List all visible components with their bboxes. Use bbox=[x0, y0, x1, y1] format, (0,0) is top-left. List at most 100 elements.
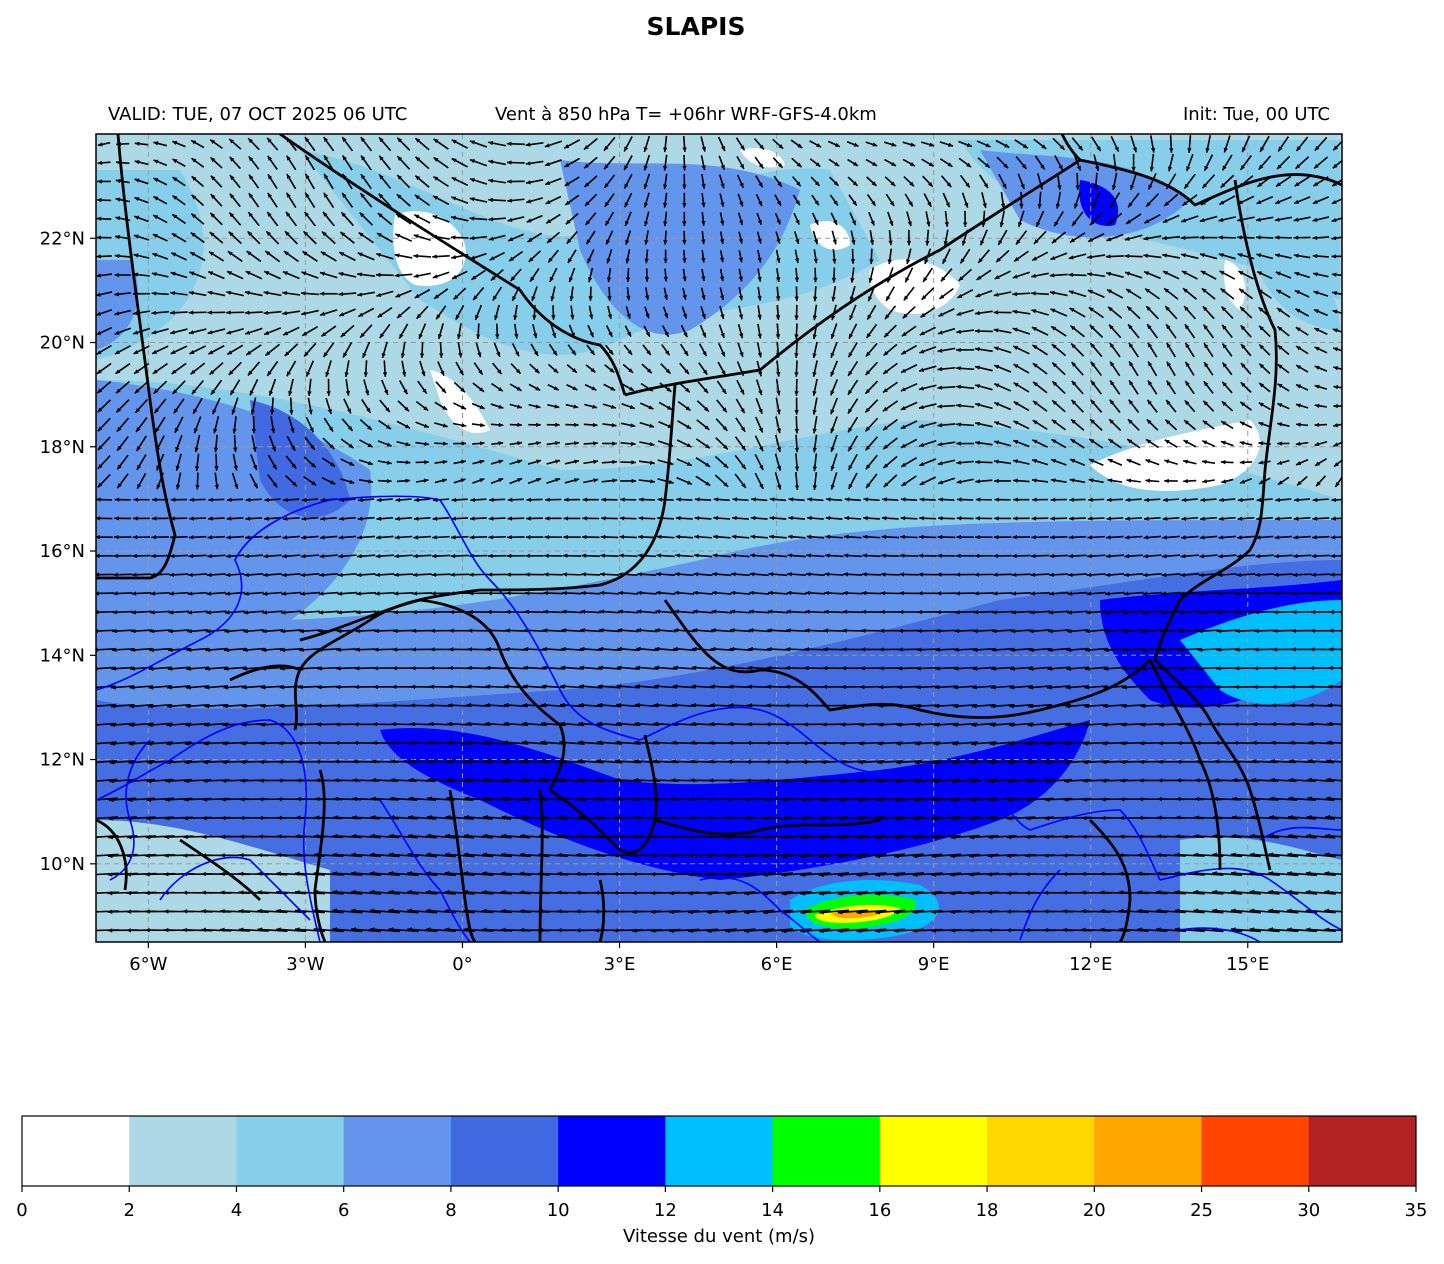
wind-vector-head bbox=[544, 143, 550, 148]
wind-vector-head bbox=[900, 534, 905, 540]
wind-vector-head bbox=[410, 703, 415, 708]
wind-vector-head bbox=[467, 647, 473, 652]
wind-vector-head bbox=[304, 211, 310, 217]
wind-vector-head bbox=[316, 722, 321, 727]
wind-vector-head bbox=[675, 553, 680, 558]
wind-vector-head bbox=[975, 384, 981, 389]
wind-vector-head bbox=[993, 310, 999, 315]
wind-vector-head bbox=[896, 741, 901, 746]
wind-vector-head bbox=[933, 779, 938, 784]
wind-vector-head bbox=[416, 313, 422, 319]
wind-vector-head bbox=[830, 390, 835, 396]
wind-vector-head bbox=[634, 702, 640, 708]
wind-vector-head bbox=[1201, 288, 1207, 293]
wind-vector-head bbox=[711, 628, 716, 633]
wind-vector-head bbox=[224, 629, 230, 634]
wind-vector-head bbox=[1110, 202, 1115, 208]
wind-vector-head bbox=[937, 553, 942, 558]
wind-vector-head bbox=[306, 371, 311, 377]
wind-vector-head bbox=[1125, 516, 1130, 521]
wind-vector-head bbox=[175, 465, 180, 471]
wind-vector-head bbox=[1092, 203, 1097, 209]
wind-vector-head bbox=[1031, 478, 1037, 483]
wind-vector-head bbox=[1140, 703, 1145, 709]
wind-vector-head bbox=[1293, 516, 1299, 521]
wind-vector-head bbox=[784, 703, 790, 708]
wind-vector-head bbox=[815, 162, 821, 167]
wind-vector-head bbox=[507, 179, 512, 184]
wind-vector-head bbox=[992, 591, 998, 596]
wind-vector-head bbox=[870, 220, 875, 226]
wind-vector-head bbox=[397, 313, 402, 319]
wind-vector-head bbox=[768, 572, 774, 577]
wind-vector-head bbox=[759, 483, 764, 489]
wind-vector-head bbox=[693, 572, 699, 577]
wind-vector-head bbox=[153, 141, 159, 146]
wind-vector-head bbox=[588, 296, 593, 301]
wind-vector-head bbox=[830, 371, 835, 377]
wind-vector-head bbox=[1274, 553, 1279, 559]
wind-vector-head bbox=[155, 427, 160, 433]
wind-vector-head bbox=[710, 665, 716, 670]
wind-vector-head bbox=[1090, 399, 1096, 405]
wind-vector-head bbox=[812, 371, 817, 377]
wind-vector-head bbox=[282, 310, 288, 316]
wind-vector-head bbox=[1051, 238, 1057, 244]
wind-vector-head bbox=[843, 572, 848, 577]
wind-vector-head bbox=[430, 647, 435, 652]
wind-vector-head bbox=[768, 553, 774, 558]
wind-vector-head bbox=[629, 404, 635, 409]
wind-vector-head bbox=[1026, 797, 1031, 802]
wind-vector-head bbox=[377, 313, 383, 318]
wind-vector-head bbox=[414, 194, 420, 200]
wind-vector-head bbox=[1180, 235, 1186, 240]
wind-vector-head bbox=[1218, 535, 1224, 540]
wind-vector-head bbox=[531, 296, 536, 302]
wind-vector-head bbox=[576, 796, 582, 801]
wind-vector-head bbox=[1107, 478, 1113, 483]
wind-vector-head bbox=[553, 386, 559, 391]
wind-vector-head bbox=[385, 407, 390, 413]
wind-vector-head bbox=[498, 459, 504, 464]
wind-vector-head bbox=[1333, 366, 1339, 371]
wind-vector-head bbox=[767, 646, 772, 652]
wind-vector-head bbox=[478, 369, 483, 375]
wind-vector-head bbox=[375, 572, 380, 578]
wind-vector-head bbox=[901, 350, 907, 355]
wind-vector bbox=[557, 816, 587, 820]
wind-vector-head bbox=[269, 410, 275, 415]
wind-vector-head bbox=[600, 534, 606, 540]
wind-vector-head bbox=[999, 222, 1004, 228]
wind-vector-head bbox=[1086, 591, 1092, 596]
wind-vector bbox=[501, 816, 530, 820]
wind-vector-head bbox=[267, 370, 272, 376]
wind-vector-head bbox=[464, 814, 470, 820]
wind-vector-head bbox=[507, 516, 513, 521]
wind-vector-head bbox=[1013, 440, 1019, 445]
wind-vector-head bbox=[1166, 324, 1171, 330]
wind-vector-head bbox=[371, 777, 377, 783]
wind-vector bbox=[1269, 816, 1298, 820]
wind-vector bbox=[96, 722, 117, 726]
wind-vector-head bbox=[848, 446, 853, 452]
wind-vector-head bbox=[1166, 380, 1171, 386]
wind-vector-head bbox=[207, 516, 213, 521]
wind-vector-head bbox=[749, 609, 754, 614]
wind-vector-head bbox=[328, 426, 334, 432]
wind-vector-head bbox=[794, 447, 800, 453]
wind-vector-head bbox=[1030, 572, 1036, 577]
wind-vector-head bbox=[1013, 420, 1019, 425]
wind-vector-head bbox=[1250, 815, 1256, 820]
wind-vector-head bbox=[239, 834, 244, 839]
wind-vector-head bbox=[510, 276, 516, 282]
wind-vector-head bbox=[484, 740, 490, 745]
wind-vector-head bbox=[286, 371, 291, 377]
wind-vector-head bbox=[664, 313, 669, 319]
wind-vector-head bbox=[228, 370, 234, 375]
wind-vector-head bbox=[738, 314, 744, 320]
wind-vector-head bbox=[749, 572, 755, 577]
wind-vector-head bbox=[1106, 289, 1112, 294]
wind-vector-head bbox=[652, 740, 658, 745]
wind-vector-head bbox=[597, 721, 602, 726]
wind-vector-head bbox=[545, 199, 551, 204]
